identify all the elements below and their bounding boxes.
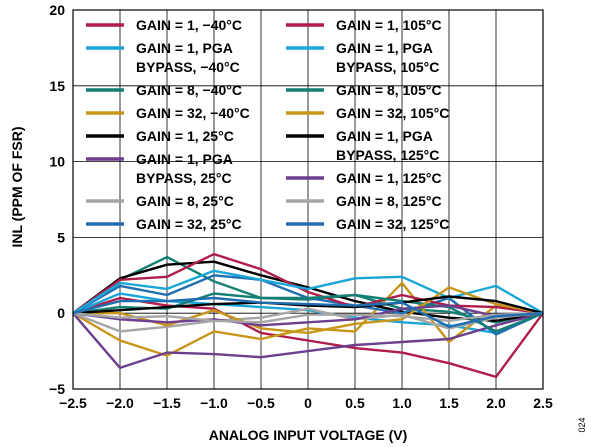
legend-label: BYPASS, −40°C <box>136 59 240 75</box>
legend-label: GAIN = 1, 125°C <box>336 170 442 186</box>
series-layer <box>72 252 544 379</box>
legend-label: GAIN = 8, 105°C <box>336 82 442 98</box>
legend-label: GAIN = 1, −40°C <box>136 17 242 33</box>
y-tick-labels: −5 0 5 10 15 20 <box>49 2 65 397</box>
y-axis-label: INL (PPM OF FSR) <box>9 126 25 247</box>
legend: GAIN = 1, −40°C GAIN = 1, PGA BYPASS, −40°… <box>86 17 449 232</box>
series-line <box>72 295 544 315</box>
legend-label: GAIN = 1, PGA <box>336 128 433 144</box>
legend-label: BYPASS, 25°C <box>136 170 232 186</box>
x-tick-label: −2.5 <box>59 395 87 411</box>
x-tick-label: −2.0 <box>106 395 134 411</box>
y-tick-label: −5 <box>49 381 65 397</box>
legend-label: GAIN = 1, PGA <box>136 151 233 167</box>
y-tick-label: 5 <box>57 229 65 245</box>
x-tick-labels: −2.5 −2.0 −1.5 −1.0 −0.5 0 0.5 1.0 1.5 2.0 2.5 <box>59 395 553 411</box>
legend-label: GAIN = 1, 25°C <box>136 128 234 144</box>
figure-id: 024 <box>577 417 587 432</box>
x-tick-label: 0 <box>304 395 312 411</box>
legend-label: GAIN = 32, 125°C <box>336 216 449 232</box>
series-line <box>72 281 544 357</box>
legend-label: GAIN = 8, 125°C <box>336 193 442 209</box>
x-tick-label: 1.0 <box>392 395 412 411</box>
legend-label: GAIN = 8, −40°C <box>136 82 242 98</box>
legend-label: BYPASS, 105°C <box>336 59 439 75</box>
x-tick-label: 1.5 <box>439 395 459 411</box>
series-line <box>72 292 544 335</box>
legend-label: GAIN = 1, PGA <box>336 40 433 56</box>
legend-label: GAIN = 32, −40°C <box>136 105 250 121</box>
x-tick-label: −0.5 <box>247 395 275 411</box>
legend-label: GAIN = 8, 25°C <box>136 193 234 209</box>
series-line <box>72 252 544 315</box>
series-line <box>72 307 544 333</box>
series-line <box>72 312 544 324</box>
y-tick-label: 15 <box>49 78 65 94</box>
series-line <box>72 312 544 369</box>
legend-label: GAIN = 1, PGA <box>136 40 233 56</box>
y-tick-label: 10 <box>49 154 65 170</box>
y-tick-label: 0 <box>57 305 65 321</box>
x-tick-label: 0.5 <box>345 395 365 411</box>
series-line <box>72 304 544 327</box>
x-tick-label: −1.0 <box>200 395 228 411</box>
series-line <box>72 296 544 328</box>
x-tick-label: −1.5 <box>153 395 181 411</box>
legend-label: GAIN = 1, 105°C <box>336 17 442 33</box>
x-tick-label: 2.5 <box>533 395 553 411</box>
y-tick-label: 20 <box>49 2 65 18</box>
legend-label: GAIN = 32, 105°C <box>336 105 449 121</box>
legend-label: GAIN = 32, 25°C <box>136 216 242 232</box>
plot-frame <box>72 9 544 390</box>
x-axis-label: ANALOG INPUT VOLTAGE (V) <box>209 427 408 443</box>
legend-label: BYPASS, 125°C <box>336 147 439 163</box>
x-tick-label: 2.0 <box>486 395 506 411</box>
series-line <box>72 296 544 379</box>
